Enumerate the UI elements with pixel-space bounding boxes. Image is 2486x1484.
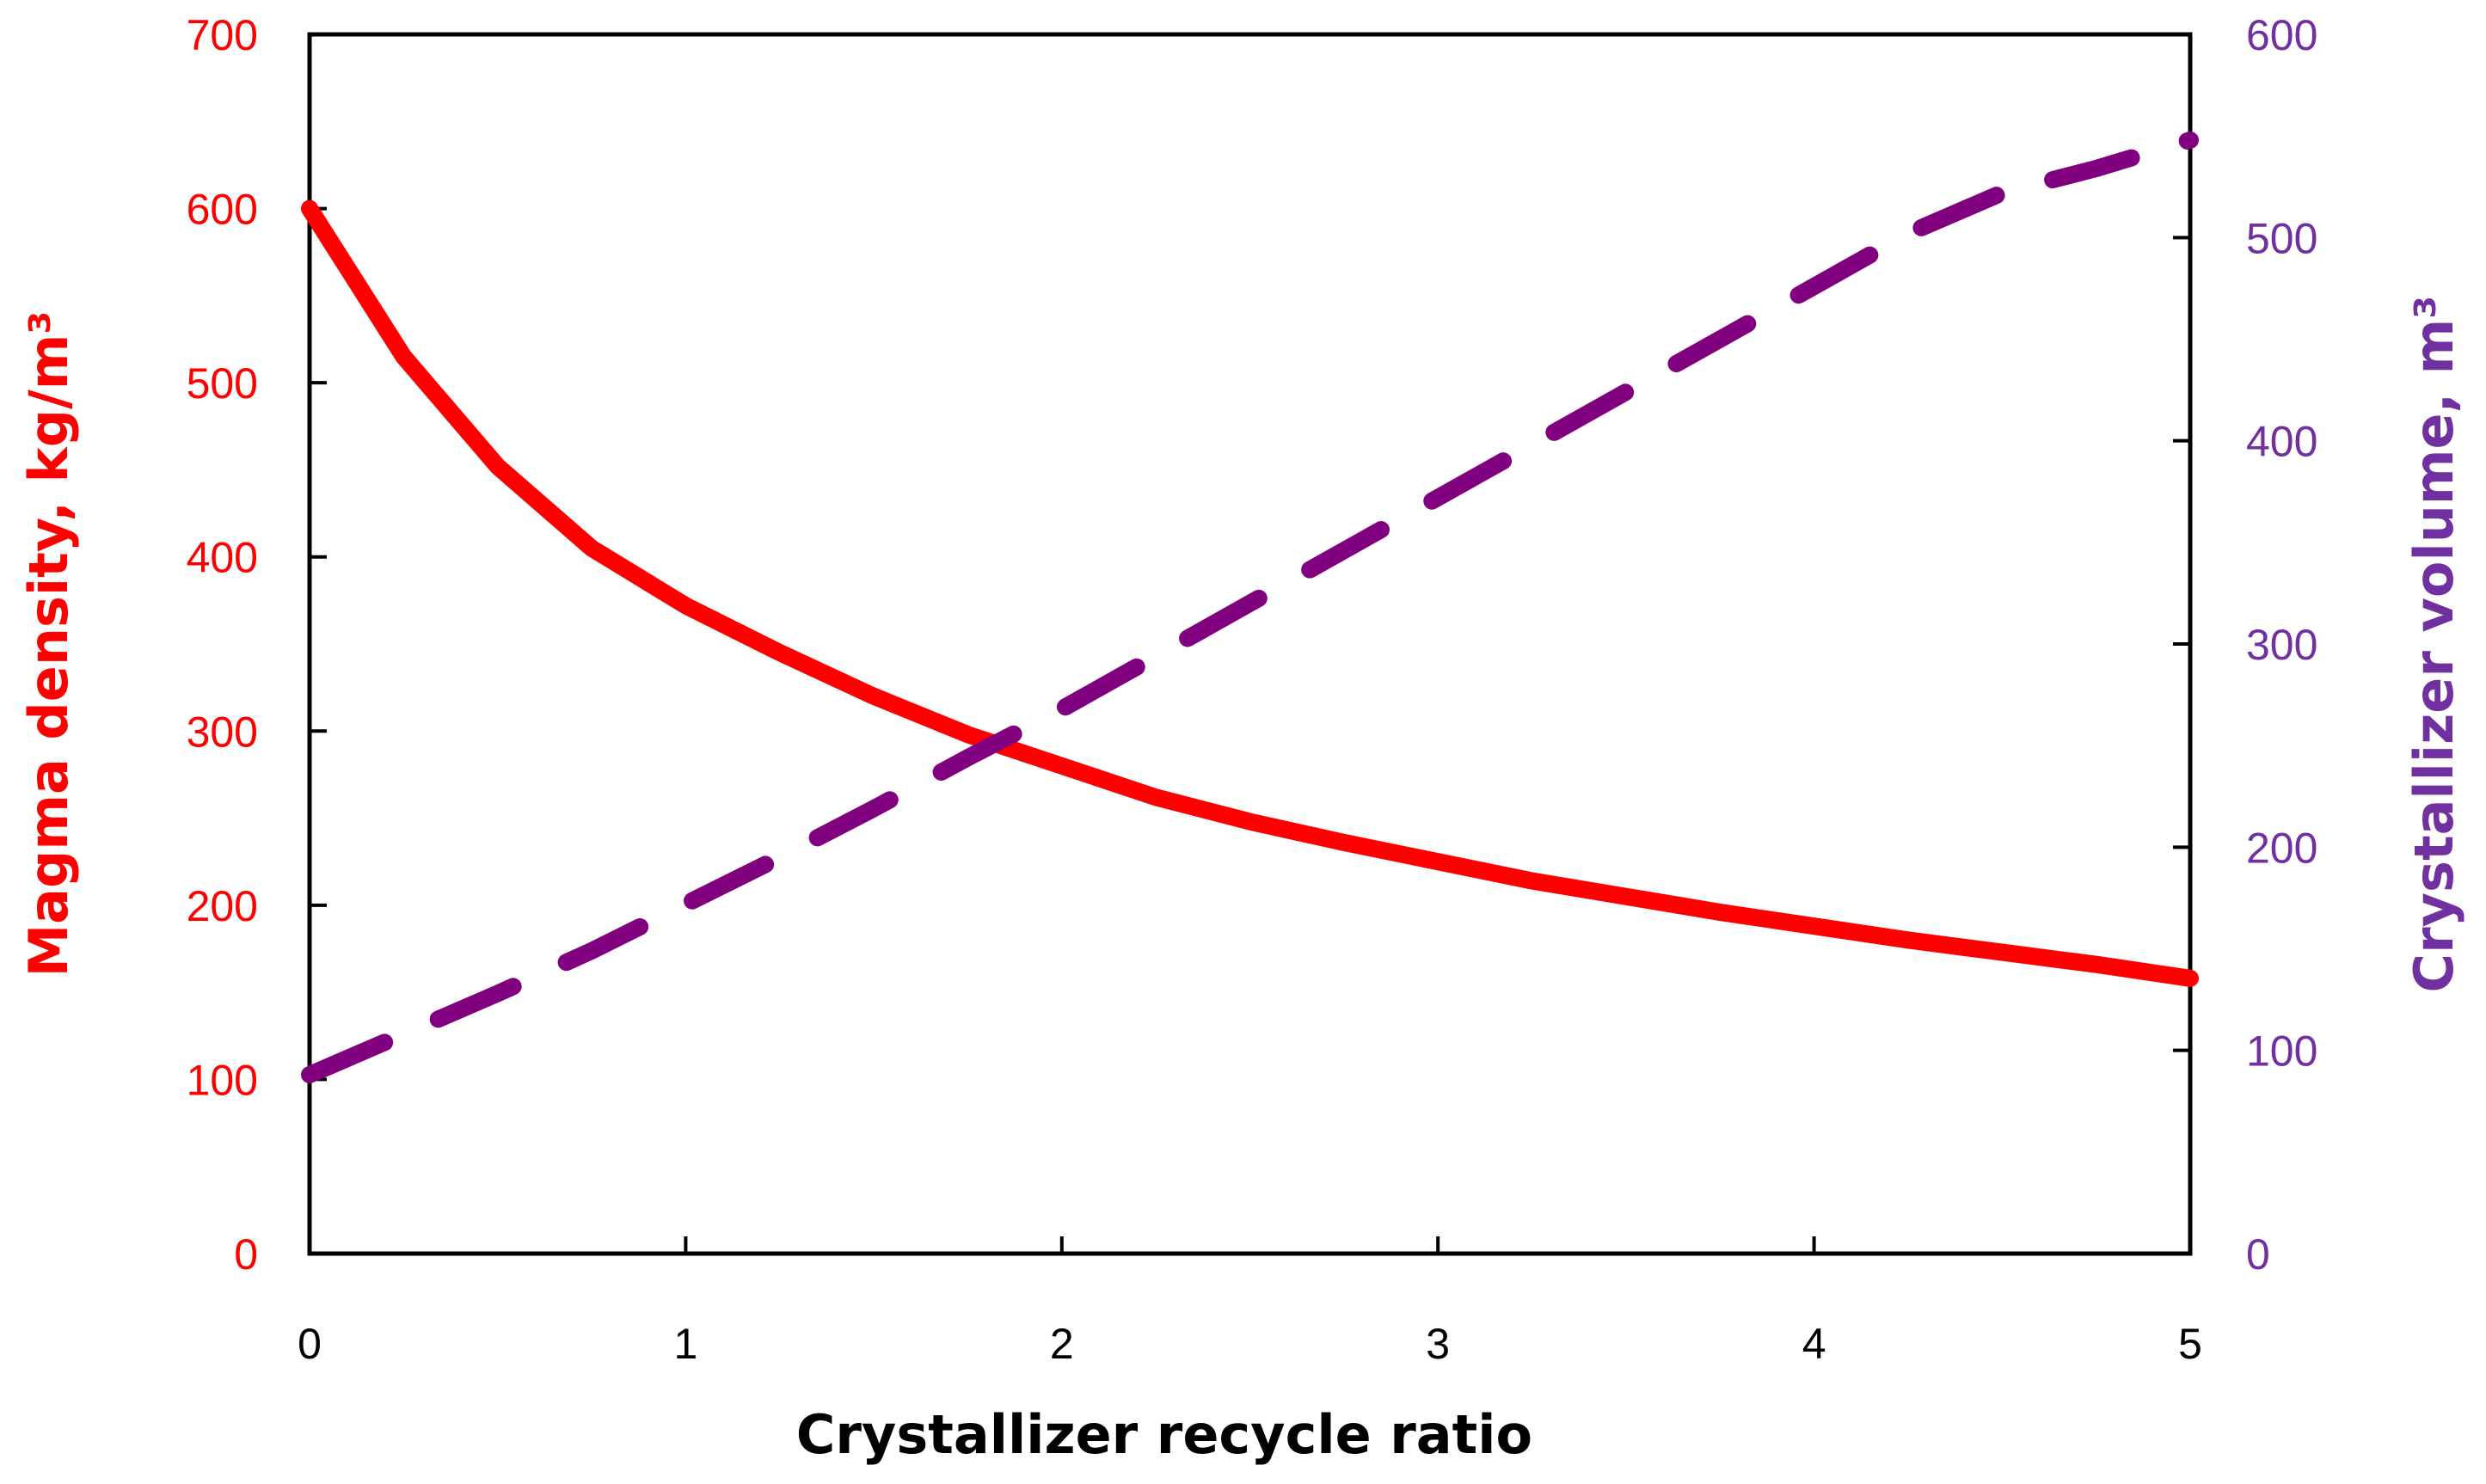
right-tick-label: 0	[2246, 1230, 2270, 1279]
left-tick-label: 500	[187, 359, 258, 408]
left-tick-label: 200	[187, 882, 258, 930]
right-tick-label: 200	[2246, 824, 2317, 872]
right-tick-label: 100	[2246, 1027, 2317, 1076]
right-tick-label: 500	[2246, 214, 2317, 262]
left-axis-title: Magma density, kg/m³	[17, 310, 80, 977]
x-axis-title: Crystallizer recycle ratio	[796, 1403, 1532, 1466]
right-tick-label: 400	[2246, 418, 2317, 466]
x-tick-label: 0	[298, 1320, 322, 1368]
left-tick-label: 700	[187, 11, 258, 59]
right-tick-label: 600	[2246, 11, 2317, 59]
series-group	[301, 131, 2199, 1083]
magma-density-line	[301, 199, 2199, 987]
x-tick-label: 3	[1426, 1320, 1450, 1368]
right-axis-ticks: 0 100 200 300 400 500 600	[2173, 11, 2317, 1279]
left-tick-label: 600	[187, 186, 258, 234]
left-tick-label: 400	[187, 534, 258, 582]
x-tick-label: 5	[2178, 1320, 2202, 1368]
plot-frame	[307, 32, 2193, 1256]
crystallizer-volume-line	[301, 131, 2199, 1083]
right-axis-title: Crystallizer volume, m³	[2403, 296, 2465, 993]
x-tick-label: 1	[673, 1320, 697, 1368]
right-tick-label: 300	[2246, 621, 2317, 669]
left-tick-label: 100	[187, 1056, 258, 1104]
left-tick-label: 300	[187, 708, 258, 756]
left-tick-label: 0	[234, 1230, 258, 1279]
left-axis-ticks: 0 100 200 300 400 500 600 700	[187, 11, 327, 1279]
x-tick-label: 4	[1802, 1320, 1826, 1368]
x-tick-label: 2	[1050, 1320, 1074, 1368]
x-axis-ticks: 0 1 2 3 4 5	[298, 1236, 2202, 1368]
